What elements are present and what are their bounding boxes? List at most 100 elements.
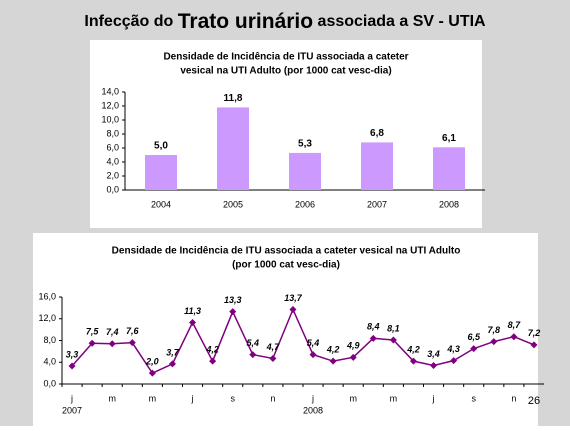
chart-title: Densidade de Incidência de ITU associada… [112,246,461,257]
x-tick-label: j [311,393,314,403]
marker [430,362,438,370]
marker [450,357,458,365]
marker [148,369,156,377]
marker [530,341,538,349]
bar [289,152,321,190]
chart-title: vesical na UTI Adulto (por 1000 cat vesc… [180,66,391,77]
marker [68,362,76,370]
y-tick-label: 4,0 [106,156,119,166]
slide-title: Infecção do Trato urinário associada a S… [84,10,486,33]
marker [309,351,317,359]
y-tick-label: 0,0 [43,378,56,388]
value-label: 7,6 [126,326,140,336]
value-label: 3,7 [166,347,180,357]
value-label: 13,3 [224,295,242,305]
marker [189,319,197,327]
data-line [71,307,535,375]
x-tick-label: j [432,393,435,403]
title-part: associada a SV - UTIA [318,13,487,30]
x-tick-label: m [390,393,398,403]
value-label: 7,8 [488,325,501,335]
marker [168,360,176,368]
y-tick-label: 2,0 [106,170,119,180]
marker [289,306,297,314]
title-part: Infecção do [84,13,173,30]
bar [217,107,249,190]
chart-title: Densidade de Incidência de ITU associada… [163,52,408,63]
y-tick-label: 0,0 [106,184,119,194]
marker [389,336,397,344]
x-tick-label: j [70,393,73,403]
marker [108,340,116,348]
value-label: 6,5 [467,332,481,342]
marker [409,357,417,365]
value-label: 2,0 [145,357,159,367]
marker [269,354,277,362]
y-tick-label: 8,0 [106,128,119,138]
title-part: Trato urinário [178,10,313,33]
value-label: 4,2 [326,345,340,355]
value-label: 7,2 [528,328,541,338]
y-tick-label: 8,0 [43,335,56,345]
x-tick-label: m [108,393,116,403]
marker [490,338,498,346]
value-label: 4,2 [406,345,420,355]
value-label: 4,7 [266,342,281,352]
x-tick-label: n [270,393,275,403]
value-label: 8,7 [508,320,522,330]
marker [470,345,478,353]
y-tick-label: 12,0 [101,100,119,110]
marker [209,357,217,365]
year-label: 2008 [303,405,323,415]
y-tick-label: 16,0 [38,291,56,301]
y-tick-label: 6,0 [106,142,119,152]
y-tick-label: 4,0 [43,357,56,367]
value-label: 7,5 [86,327,100,337]
value-label: 3,4 [427,349,440,359]
x-tick-label: s [471,393,476,403]
chart-panel [90,40,482,228]
x-tick-label: n [511,393,516,403]
value-label: 13,7 [284,293,303,303]
value-label: 8,1 [387,323,400,333]
value-label: 6,1 [442,133,456,144]
bar [145,155,177,190]
value-label: 4,2 [205,345,219,355]
x-tick-label: 2008 [439,199,459,209]
x-tick-label: s [230,393,235,403]
bar [433,147,465,190]
chart-title: (por 1000 cat vesc-dia) [232,260,340,271]
page-number: 26 [528,395,540,407]
x-tick-label: 2006 [295,199,315,209]
value-label: 4,3 [446,344,460,354]
y-tick-label: 10,0 [101,114,119,124]
marker [329,357,337,365]
marker [88,339,96,347]
x-tick-label: 2005 [223,199,243,209]
marker [369,334,377,342]
year-label: 2007 [62,405,82,415]
value-label: 5,4 [247,338,260,348]
value-label: 7,4 [106,327,119,337]
value-label: 4,9 [346,341,360,351]
marker [349,353,357,361]
x-tick-label: 2007 [367,199,387,209]
marker [510,333,518,341]
value-label: 5,3 [298,139,312,150]
value-label: 6,8 [370,128,384,139]
y-tick-label: 14,0 [101,86,119,96]
x-tick-label: 2004 [151,199,171,209]
value-label: 5,4 [307,338,320,348]
value-label: 11,3 [184,306,201,316]
x-tick-label: j [191,393,194,403]
value-label: 5,0 [154,141,168,152]
value-label: 11,8 [224,93,243,104]
y-tick-label: 12,0 [38,313,56,323]
marker [249,351,257,359]
bar [361,142,393,190]
x-tick-label: m [349,393,357,403]
x-tick-label: m [149,393,157,403]
marker [128,339,136,347]
value-label: 3,3 [66,349,79,359]
